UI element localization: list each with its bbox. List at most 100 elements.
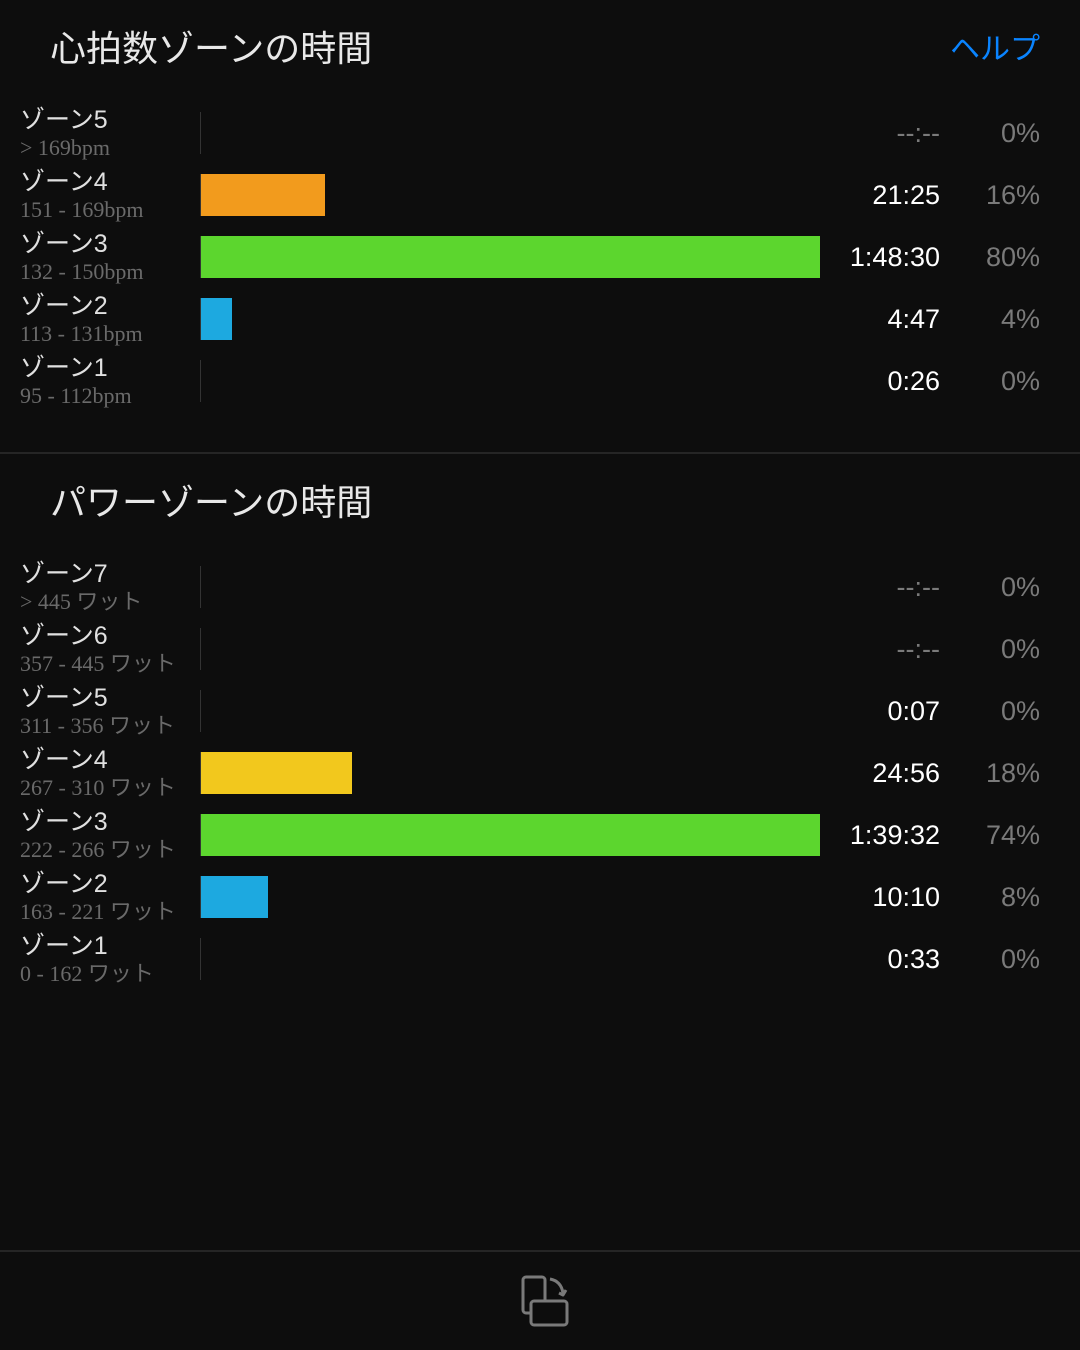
- zone-row: ゾーン4267 - 310 ワット 24:5618%: [20, 742, 1060, 804]
- zone-bar-area: [200, 566, 820, 608]
- zone-name: ゾーン4: [20, 167, 200, 197]
- zone-label-area: ゾーン5> 169bpm: [20, 105, 200, 161]
- zone-bar-area: [200, 876, 820, 918]
- zone-time: 10:10: [820, 882, 950, 913]
- zone-name: ゾーン1: [20, 931, 200, 961]
- zone-time: 4:47: [820, 304, 950, 335]
- zone-row: ゾーン5> 169bpm --:--0%: [20, 102, 1060, 164]
- zone-percent: 0%: [950, 944, 1060, 975]
- zone-bar-area: [200, 298, 820, 340]
- zone-row: ゾーン3132 - 150bpm 1:48:3080%: [20, 226, 1060, 288]
- zone-time: --:--: [820, 572, 950, 603]
- heart-rate-title: 心拍数ゾーンの時間: [50, 20, 372, 72]
- zone-time: 1:39:32: [820, 820, 950, 851]
- zone-time: 1:48:30: [820, 242, 950, 273]
- zone-range: 311 - 356 ワット: [20, 713, 200, 739]
- zone-range: 113 - 131bpm: [20, 321, 200, 347]
- zone-label-area: ゾーン5311 - 356 ワット: [20, 683, 200, 739]
- zone-bar-area: [200, 112, 820, 154]
- zone-percent: 0%: [950, 634, 1060, 665]
- footer: [0, 1250, 1080, 1350]
- zone-time: 0:07: [820, 696, 950, 727]
- zone-range: 357 - 445 ワット: [20, 651, 200, 677]
- section-header: 心拍数ゾーンの時間 ヘルプ: [0, 0, 1080, 102]
- zone-percent: 18%: [950, 758, 1060, 789]
- zone-time: --:--: [820, 634, 950, 665]
- zone-row: ゾーン6357 - 445 ワット --:--0%: [20, 618, 1060, 680]
- zone-name: ゾーン2: [20, 869, 200, 899]
- zone-row: ゾーン7> 445 ワット --:--0%: [20, 556, 1060, 618]
- zone-range: 95 - 112bpm: [20, 383, 200, 409]
- zone-time: --:--: [820, 118, 950, 149]
- zone-bar: [201, 876, 268, 918]
- zone-percent: 4%: [950, 304, 1060, 335]
- zone-row: ゾーン3222 - 266 ワット 1:39:3274%: [20, 804, 1060, 866]
- zone-range: 0 - 162 ワット: [20, 961, 200, 987]
- zone-time: 0:33: [820, 944, 950, 975]
- zone-label-area: ゾーン3132 - 150bpm: [20, 229, 200, 285]
- heart-rate-zones-list: ゾーン5> 169bpm--:--0%ゾーン4151 - 169bpm21:25…: [0, 102, 1080, 442]
- zone-name: ゾーン5: [20, 683, 200, 713]
- zone-bar: [201, 236, 820, 278]
- zone-row: ゾーン5311 - 356 ワット 0:070%: [20, 680, 1060, 742]
- zone-percent: 16%: [950, 180, 1060, 211]
- zone-percent: 0%: [950, 572, 1060, 603]
- zone-bar-area: [200, 690, 820, 732]
- rotate-device-icon[interactable]: [505, 1271, 575, 1331]
- zone-range: 163 - 221 ワット: [20, 899, 200, 925]
- zone-bar-area: [200, 752, 820, 794]
- zone-percent: 8%: [950, 882, 1060, 913]
- power-title: パワーゾーンの時間: [50, 474, 372, 526]
- zone-range: 222 - 266 ワット: [20, 837, 200, 863]
- zone-row: ゾーン2163 - 221 ワット 10:108%: [20, 866, 1060, 928]
- zone-row: ゾーン4151 - 169bpm 21:2516%: [20, 164, 1060, 226]
- zone-time: 24:56: [820, 758, 950, 789]
- zone-name: ゾーン4: [20, 745, 200, 775]
- zone-bar-area: [200, 174, 820, 216]
- zone-label-area: ゾーン6357 - 445 ワット: [20, 621, 200, 677]
- zone-bar: [201, 298, 232, 340]
- zone-percent: 0%: [950, 366, 1060, 397]
- help-link[interactable]: ヘルプ: [950, 24, 1040, 68]
- zone-bar-area: [200, 236, 820, 278]
- zone-bar: [201, 174, 325, 216]
- zone-bar-area: [200, 938, 820, 980]
- zone-name: ゾーン5: [20, 105, 200, 135]
- zone-label-area: ゾーン4151 - 169bpm: [20, 167, 200, 223]
- zone-label-area: ゾーン4267 - 310 ワット: [20, 745, 200, 801]
- zone-row: ゾーン195 - 112bpm 0:260%: [20, 350, 1060, 412]
- zone-name: ゾーン2: [20, 291, 200, 321]
- zone-time: 21:25: [820, 180, 950, 211]
- zone-range: > 445 ワット: [20, 589, 200, 615]
- zone-bar-area: [200, 360, 820, 402]
- zone-percent: 80%: [950, 242, 1060, 273]
- zone-label-area: ゾーン2113 - 131bpm: [20, 291, 200, 347]
- zone-percent: 74%: [950, 820, 1060, 851]
- heart-rate-zones-section: 心拍数ゾーンの時間 ヘルプ ゾーン5> 169bpm--:--0%ゾーン4151…: [0, 0, 1080, 442]
- zone-label-area: ゾーン195 - 112bpm: [20, 353, 200, 409]
- zone-name: ゾーン1: [20, 353, 200, 383]
- zone-range: 132 - 150bpm: [20, 259, 200, 285]
- zone-label-area: ゾーン3222 - 266 ワット: [20, 807, 200, 863]
- zone-bar: [201, 752, 352, 794]
- zone-name: ゾーン7: [20, 559, 200, 589]
- zone-label-area: ゾーン2163 - 221 ワット: [20, 869, 200, 925]
- section-header: パワーゾーンの時間: [0, 454, 1080, 556]
- zone-percent: 0%: [950, 696, 1060, 727]
- zone-range: 267 - 310 ワット: [20, 775, 200, 801]
- zone-time: 0:26: [820, 366, 950, 397]
- power-zones-list: ゾーン7> 445 ワット--:--0%ゾーン6357 - 445 ワット--:…: [0, 556, 1080, 1020]
- zone-bar-area: [200, 814, 820, 856]
- zone-row: ゾーン10 - 162 ワット 0:330%: [20, 928, 1060, 990]
- zone-name: ゾーン3: [20, 807, 200, 837]
- zone-range: > 169bpm: [20, 135, 200, 161]
- power-zones-section: パワーゾーンの時間 ゾーン7> 445 ワット--:--0%ゾーン6357 - …: [0, 454, 1080, 1020]
- zone-name: ゾーン3: [20, 229, 200, 259]
- zone-label-area: ゾーン10 - 162 ワット: [20, 931, 200, 987]
- zone-name: ゾーン6: [20, 621, 200, 651]
- zone-label-area: ゾーン7> 445 ワット: [20, 559, 200, 615]
- zone-bar: [201, 814, 820, 856]
- zone-range: 151 - 169bpm: [20, 197, 200, 223]
- zone-percent: 0%: [950, 118, 1060, 149]
- zone-bar-area: [200, 628, 820, 670]
